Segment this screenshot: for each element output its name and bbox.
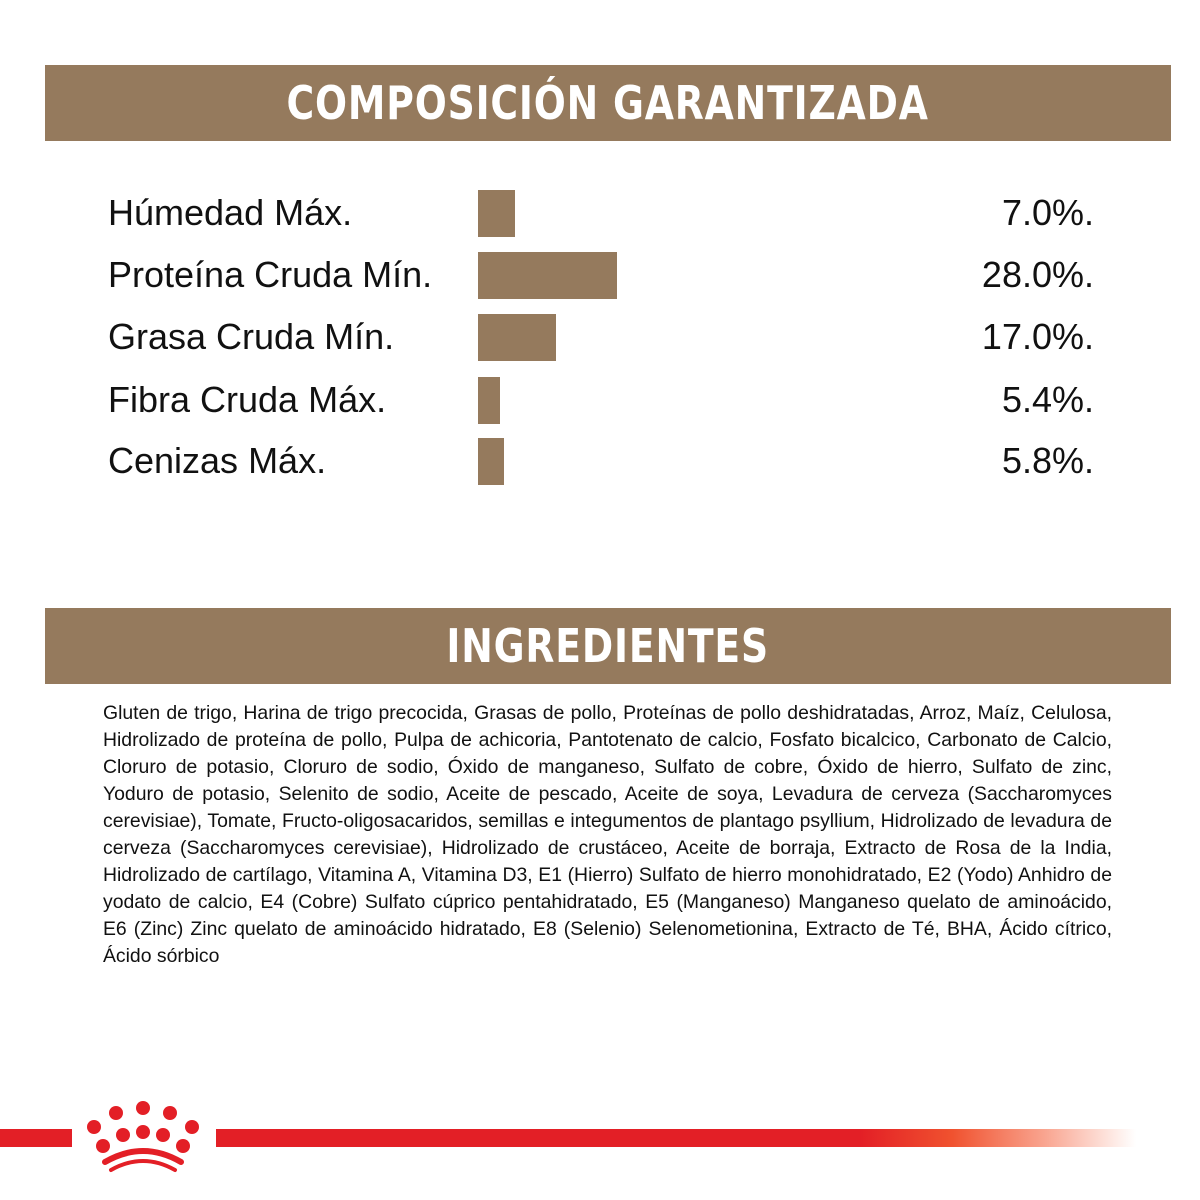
row-value: 5.8%. bbox=[1001, 440, 1094, 481]
chart-row: Proteína Cruda Mín. 28.0%. bbox=[0, 252, 1200, 300]
chart-bar bbox=[478, 438, 504, 485]
composition-title: COMPOSICIÓN GARANTIZADA bbox=[286, 76, 930, 130]
chart-bar bbox=[478, 377, 500, 424]
row-value: 7.0%. bbox=[1001, 192, 1094, 233]
ingredients-title: INGREDIENTES bbox=[446, 619, 770, 673]
chart-row: Grasa Cruda Mín. 17.0%. bbox=[0, 314, 1200, 362]
footer-stripe-left bbox=[0, 1129, 72, 1147]
row-label: Proteína Cruda Mín. bbox=[108, 254, 433, 295]
footer-stripe-right bbox=[216, 1129, 1136, 1147]
composition-banner: COMPOSICIÓN GARANTIZADA bbox=[45, 65, 1171, 141]
chart-bar bbox=[478, 314, 556, 361]
crown-logo-icon bbox=[87, 1101, 199, 1172]
chart-bar bbox=[478, 252, 617, 299]
ingredients-text: Gluten de trigo, Harina de trigo precoci… bbox=[103, 702, 1112, 967]
chart-row: Fibra Cruda Máx. 5.4%. bbox=[0, 377, 1200, 425]
chart-bar bbox=[478, 190, 515, 237]
row-value: 28.0%. bbox=[981, 254, 1094, 295]
chart-row: Húmedad Máx. 7.0%. bbox=[0, 190, 1200, 238]
row-label: Fibra Cruda Máx. bbox=[108, 379, 387, 420]
chart-row: Cenizas Máx. 5.8%. bbox=[0, 438, 1200, 486]
row-value: 5.4%. bbox=[1001, 379, 1094, 420]
row-label: Cenizas Máx. bbox=[108, 440, 327, 481]
row-value: 17.0%. bbox=[981, 316, 1094, 357]
row-label: Húmedad Máx. bbox=[108, 192, 353, 233]
ingredients-banner: INGREDIENTES bbox=[45, 608, 1171, 684]
row-label: Grasa Cruda Mín. bbox=[108, 316, 395, 357]
